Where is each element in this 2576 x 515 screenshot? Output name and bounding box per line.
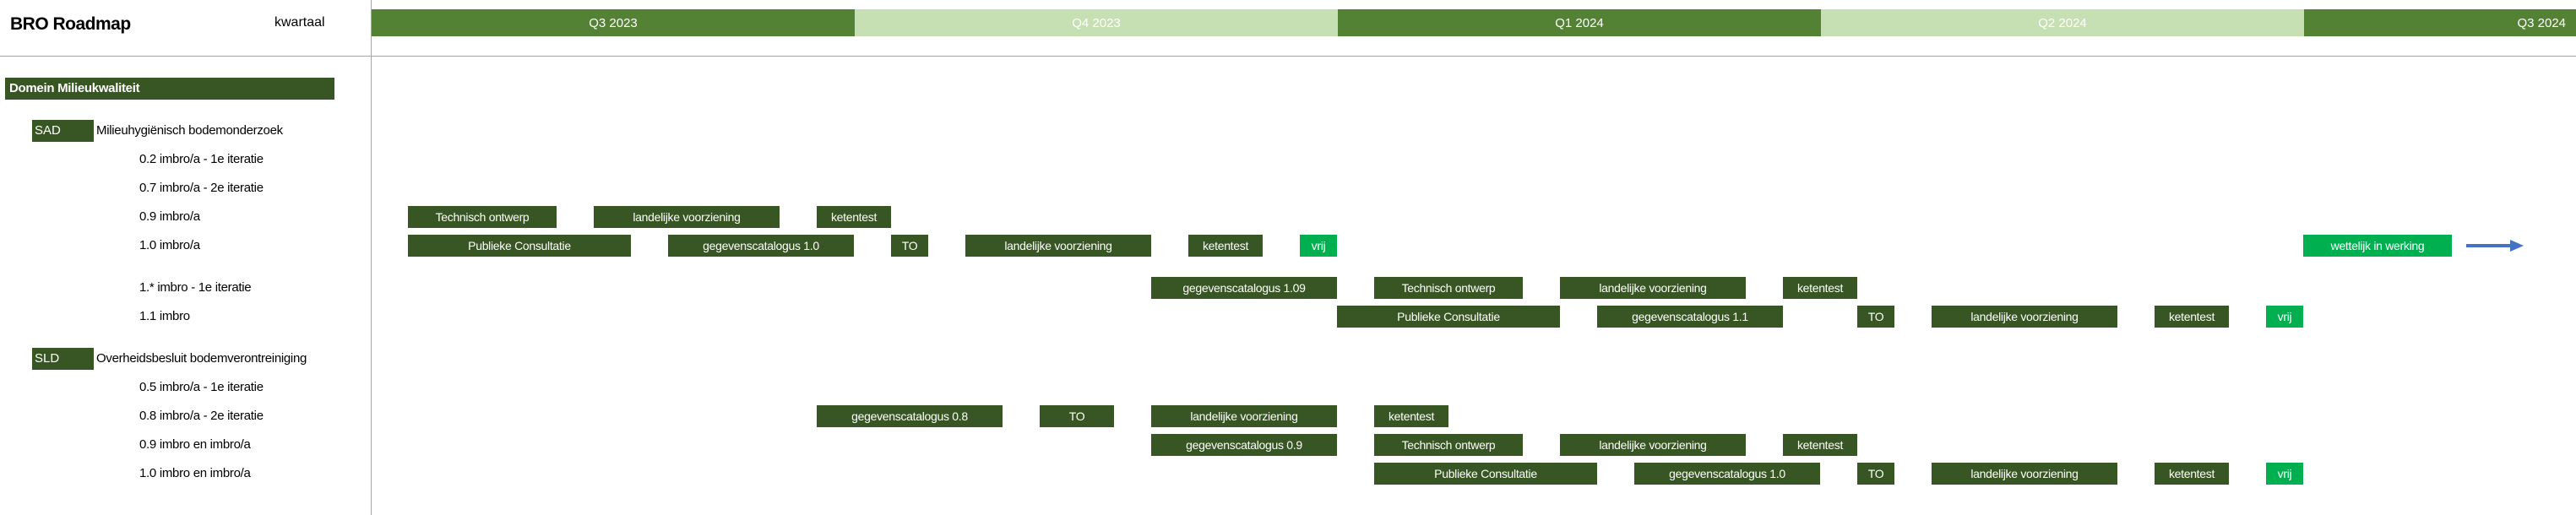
phase-bar[interactable]: Technisch ontwerp (1374, 277, 1523, 299)
group-code-badge: SAD (32, 120, 94, 142)
phase-bar[interactable]: gegevenscatalogus 0.8 (817, 405, 1003, 427)
quarter-q3-2024: Q3 2024 (2304, 9, 2576, 36)
row-label: 1.1 imbro (139, 309, 190, 323)
release-bar[interactable]: wettelijk in werking (2303, 235, 2452, 257)
phase-bar[interactable]: landelijke voorziening (1932, 306, 2117, 328)
phase-bar[interactable]: TO (1857, 463, 1894, 485)
row-label: 0.7 imbro/a - 2e iteratie (139, 181, 264, 195)
column-divider (371, 0, 372, 515)
phase-bar[interactable]: ketentest (1374, 405, 1448, 427)
row-label: 0.9 imbro en imbro/a (139, 437, 251, 452)
quarter-q1-2024: Q1 2024 (1338, 9, 1821, 36)
phase-bar[interactable]: landelijke voorziening (594, 206, 780, 228)
row-label: 0.9 imbro/a (139, 209, 200, 224)
phase-bar[interactable]: ketentest (2155, 306, 2229, 328)
phase-bar[interactable]: TO (1040, 405, 1114, 427)
phase-bar[interactable]: Technisch ontwerp (408, 206, 557, 228)
header-divider (0, 56, 2576, 57)
phase-bar[interactable]: ketentest (1783, 434, 1857, 456)
group-name: Overheidsbesluit bodemverontreiniging (96, 351, 307, 366)
group-code-badge: SLD (32, 348, 94, 370)
quarter-q2-2024: Q2 2024 (1821, 9, 2304, 36)
release-bar[interactable]: vrij (1300, 235, 1337, 257)
phase-bar[interactable]: ketentest (817, 206, 891, 228)
page-title: BRO Roadmap (10, 14, 131, 34)
arrow-right-icon (2466, 240, 2524, 252)
phase-bar[interactable]: gegevenscatalogus 0.9 (1151, 434, 1337, 456)
row-label: 0.2 imbro/a - 1e iteratie (139, 152, 264, 166)
phase-bar[interactable]: landelijke voorziening (1932, 463, 2117, 485)
phase-bar[interactable]: gegevenscatalogus 1.0 (668, 235, 854, 257)
phase-bar[interactable]: landelijke voorziening (1560, 434, 1746, 456)
row-label: 1.* imbro - 1e iteratie (139, 280, 252, 295)
phase-bar[interactable]: Publieke Consultatie (1374, 463, 1597, 485)
quarter-q4-2023: Q4 2023 (855, 9, 1338, 36)
phase-bar[interactable]: Publieke Consultatie (408, 235, 631, 257)
quarter-q3-2023: Q3 2023 (372, 9, 855, 36)
row-label: 1.0 imbro en imbro/a (139, 466, 251, 480)
period-label: kwartaal (274, 15, 325, 30)
phase-bar[interactable]: landelijke voorziening (965, 235, 1151, 257)
phase-bar[interactable]: landelijke voorziening (1560, 277, 1746, 299)
phase-bar[interactable]: Publieke Consultatie (1337, 306, 1560, 328)
row-label: 1.0 imbro/a (139, 238, 200, 252)
phase-bar[interactable]: gegevenscatalogus 1.1 (1597, 306, 1783, 328)
group-name: Milieuhygiënisch bodemonderzoek (96, 123, 283, 138)
release-bar[interactable]: vrij (2266, 306, 2303, 328)
release-bar[interactable]: vrij (2266, 463, 2303, 485)
phase-bar[interactable]: TO (1857, 306, 1894, 328)
row-label: 0.8 imbro/a - 2e iteratie (139, 409, 264, 423)
phase-bar[interactable]: landelijke voorziening (1151, 405, 1337, 427)
phase-bar[interactable]: ketentest (1783, 277, 1857, 299)
phase-bar[interactable]: TO (891, 235, 928, 257)
phase-bar[interactable]: ketentest (2155, 463, 2229, 485)
row-label: 0.5 imbro/a - 1e iteratie (139, 380, 264, 394)
phase-bar[interactable]: ketentest (1188, 235, 1263, 257)
phase-bar[interactable]: gegevenscatalogus 1.09 (1151, 277, 1337, 299)
phase-bar[interactable]: Technisch ontwerp (1374, 434, 1523, 456)
domain-header: Domein Milieukwaliteit (5, 78, 334, 100)
phase-bar[interactable]: gegevenscatalogus 1.0 (1634, 463, 1820, 485)
